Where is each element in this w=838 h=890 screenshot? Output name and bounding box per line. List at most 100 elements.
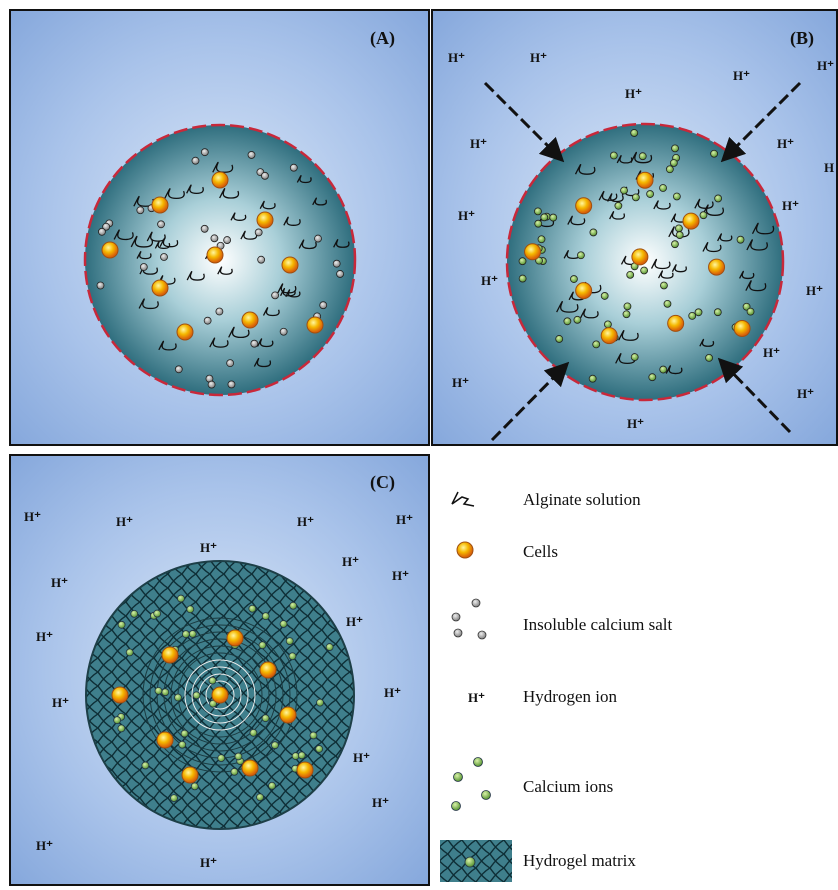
hydrogen-ion: H⁺	[384, 685, 401, 700]
calcium-ion	[191, 783, 198, 790]
cell	[212, 172, 228, 188]
hydrogen-ion: H⁺	[52, 695, 69, 710]
calcium-ion	[271, 742, 278, 749]
particle	[208, 381, 215, 388]
cell	[668, 315, 684, 331]
calcium-ion	[290, 602, 297, 609]
calcium-ion	[257, 794, 264, 801]
particle	[639, 153, 646, 160]
particle	[604, 321, 611, 328]
hydrogen-ion: H⁺	[448, 50, 465, 65]
particle	[534, 208, 541, 215]
cell	[227, 630, 243, 646]
particle	[175, 366, 182, 373]
cell	[207, 247, 223, 263]
calcium-ion	[179, 741, 186, 748]
hydrogen-ion: H⁺	[530, 50, 547, 65]
cell	[683, 213, 699, 229]
cell	[637, 172, 653, 188]
legend-label: Hydrogen ion	[523, 687, 617, 706]
particle	[258, 256, 265, 263]
hydrogen-ion: H⁺	[470, 136, 487, 151]
particle	[538, 236, 545, 243]
calcium-ion	[231, 768, 238, 775]
particle	[201, 225, 208, 232]
cell	[157, 732, 173, 748]
particle	[695, 309, 702, 316]
cell	[102, 242, 118, 258]
legend: Alginate solution Cells Insoluble calciu…	[440, 490, 672, 882]
calcium-ion	[218, 755, 225, 762]
particle	[541, 214, 548, 221]
particle	[248, 151, 255, 158]
particle	[706, 354, 713, 361]
particle	[556, 335, 563, 342]
hydrogen-ion: H⁺	[777, 136, 794, 151]
cell	[182, 767, 198, 783]
calcium-ion	[171, 795, 178, 802]
particle	[660, 366, 667, 373]
particle	[519, 275, 526, 282]
hydrogen-ion: H⁺	[481, 273, 498, 288]
calcium-ion	[131, 610, 138, 617]
hydrogen-ion: H⁺	[353, 750, 370, 765]
calcium-ion	[177, 595, 184, 602]
particle	[315, 235, 322, 242]
calcium-ion	[269, 782, 276, 789]
hydrogen-ion: H⁺	[817, 58, 834, 73]
particle	[671, 241, 678, 248]
calcium-ion	[310, 732, 317, 739]
cell	[709, 259, 725, 275]
particle	[664, 300, 671, 307]
cell	[212, 687, 228, 703]
calcium-ion	[174, 694, 181, 701]
alginate-icon	[452, 492, 474, 506]
particle	[737, 236, 744, 243]
hydrogen-ion: H⁺	[392, 568, 409, 583]
particle	[535, 220, 542, 227]
hydrogen-ion: H⁺	[24, 509, 41, 524]
hydrogen-ion: H⁺	[627, 416, 644, 431]
calcium-ion	[142, 762, 149, 769]
hydrogen-ion: H⁺	[51, 575, 68, 590]
cell	[282, 257, 298, 273]
particle	[631, 354, 638, 361]
particle	[519, 258, 526, 265]
calcium-ion	[286, 638, 293, 645]
particle	[211, 235, 218, 242]
cell	[162, 647, 178, 663]
particle	[161, 254, 168, 261]
cell	[242, 760, 258, 776]
hydrogen-ion: H⁺	[763, 345, 780, 360]
particle	[631, 129, 638, 136]
hydrogen-ion: H⁺	[625, 86, 642, 101]
hydrogel-icon-dot	[465, 857, 475, 867]
particle	[140, 264, 147, 271]
calcium-ion	[181, 730, 188, 737]
calcium-ion	[114, 717, 121, 724]
calcium-ion	[155, 687, 162, 694]
cell	[112, 687, 128, 703]
particle	[714, 309, 721, 316]
particle	[255, 229, 262, 236]
particle	[320, 302, 327, 309]
particle	[610, 152, 617, 159]
panel-label: (C)	[370, 472, 395, 493]
calcium-ion	[118, 725, 125, 732]
particle	[290, 164, 297, 171]
calcium-ion	[193, 692, 200, 699]
cell	[307, 317, 323, 333]
cell	[601, 328, 617, 344]
calcium-ion	[187, 606, 194, 613]
particle	[137, 207, 144, 214]
calcium-ion	[154, 610, 161, 617]
calcium-ion	[262, 613, 269, 620]
particle	[574, 316, 581, 323]
salt-icon	[452, 599, 486, 639]
calcium-ion	[209, 677, 216, 684]
particle	[97, 282, 104, 289]
hydrogen-ion: H	[824, 160, 834, 175]
calcium-ion	[316, 745, 323, 752]
particle	[711, 150, 718, 157]
particle	[593, 341, 600, 348]
